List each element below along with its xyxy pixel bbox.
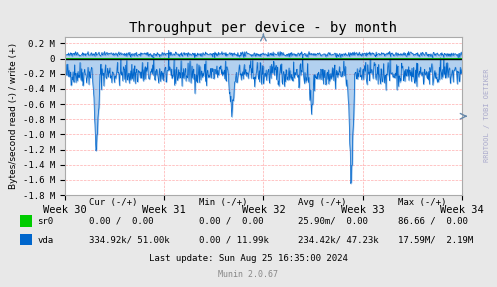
Text: 0.00 / 11.99k: 0.00 / 11.99k	[199, 236, 269, 245]
Y-axis label: Bytes/second read (-) / write (+): Bytes/second read (-) / write (+)	[9, 43, 18, 189]
Text: vda: vda	[37, 236, 53, 245]
Text: 0.00 /  0.00: 0.00 / 0.00	[89, 217, 154, 226]
Text: Cur (-/+): Cur (-/+)	[89, 198, 138, 207]
Text: 17.59M/  2.19M: 17.59M/ 2.19M	[398, 236, 473, 245]
Text: Max (-/+): Max (-/+)	[398, 198, 446, 207]
Text: 234.42k/ 47.23k: 234.42k/ 47.23k	[298, 236, 379, 245]
Text: Last update: Sun Aug 25 16:35:00 2024: Last update: Sun Aug 25 16:35:00 2024	[149, 254, 348, 263]
Text: Avg (-/+): Avg (-/+)	[298, 198, 346, 207]
Text: sr0: sr0	[37, 217, 53, 226]
Text: 334.92k/ 51.00k: 334.92k/ 51.00k	[89, 236, 170, 245]
Text: 86.66 /  0.00: 86.66 / 0.00	[398, 217, 468, 226]
Text: 0.00 /  0.00: 0.00 / 0.00	[199, 217, 263, 226]
Text: RRDTOOL / TOBI OETIKER: RRDTOOL / TOBI OETIKER	[484, 68, 490, 162]
Title: Throughput per device - by month: Throughput per device - by month	[129, 21, 398, 35]
Text: Munin 2.0.67: Munin 2.0.67	[219, 270, 278, 279]
Text: 25.90m/  0.00: 25.90m/ 0.00	[298, 217, 368, 226]
Text: Min (-/+): Min (-/+)	[199, 198, 247, 207]
